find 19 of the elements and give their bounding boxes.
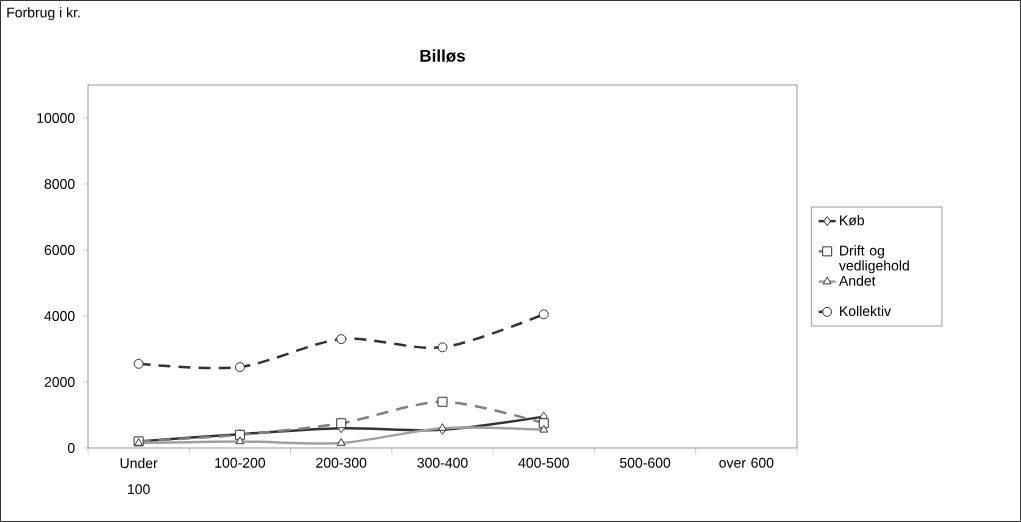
legend-label: Andet [838,275,876,286]
y-axis-title: Forbrug i kr. [7,7,80,21]
x-tick-label: 100-200 [215,457,266,468]
chart-title: Billøs [420,49,465,63]
x-tick-label: over 600 [719,457,774,468]
y-tick-label: 0 [67,443,75,453]
y-tick-label: 8000 [44,179,75,189]
y-tick-label: 2000 [44,377,75,387]
x-tick-label: 400-500 [518,457,569,468]
legend-label: Kollektiv [840,305,892,317]
x-tick-label: 500-600 [619,457,671,468]
legend-label: Drift og vedligehold [838,245,909,274]
x-tick-label: 300-400 [417,457,468,468]
y-tick-label: 6000 [44,245,75,255]
x-tick-label: Under 100 [120,457,158,495]
legend-label: Køb [840,215,865,226]
y-tick-label: 10000 [37,113,75,123]
y-tick-label: 4000 [44,311,75,321]
x-tick-label: 200-300 [316,457,367,468]
